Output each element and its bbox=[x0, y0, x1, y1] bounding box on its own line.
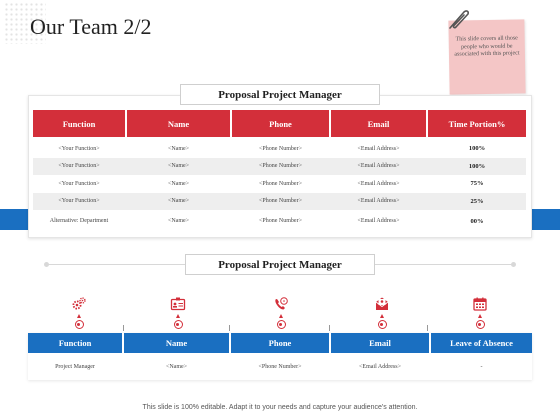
divider-dot-right bbox=[511, 262, 516, 267]
timeline-marker bbox=[475, 320, 485, 329]
timeline-marker bbox=[74, 320, 84, 329]
pointer-triangle bbox=[175, 314, 180, 318]
table-row: Project Manager <Name> <Phone Number> <E… bbox=[55, 363, 483, 370]
timeline-tick bbox=[229, 325, 230, 331]
section1-heading: Proposal Project Manager bbox=[180, 84, 380, 105]
table-row: <Your Function> <Name> <Phone Number> <E… bbox=[58, 180, 484, 188]
table-row: Alternative: Department <Name> <Phone Nu… bbox=[49, 217, 484, 225]
header-time-portion: Time Portion% bbox=[428, 110, 526, 137]
header-function: Function bbox=[28, 333, 122, 353]
pointer-triangle bbox=[76, 314, 81, 318]
header-email: Email bbox=[331, 110, 426, 137]
pointer-triangle bbox=[278, 314, 283, 318]
pointer-triangle bbox=[477, 314, 482, 318]
manager-table: Function Name Phone Email Leave of Absen… bbox=[28, 333, 532, 380]
sticky-note-text: This slide covers all those people who w… bbox=[454, 35, 520, 58]
gears-icon bbox=[72, 297, 86, 310]
timeline-marker bbox=[173, 320, 183, 329]
header-phone: Phone bbox=[231, 333, 329, 353]
phone-icon bbox=[275, 297, 288, 310]
table-row: <Your Function> <Name> <Phone Number> <E… bbox=[33, 192, 526, 210]
team-table-header: Function Name Phone Email Time Portion% bbox=[33, 110, 526, 137]
blue-accent-bar-left bbox=[0, 209, 30, 230]
page-title: Our Team 2/2 bbox=[30, 14, 152, 39]
header-function: Function bbox=[33, 110, 125, 137]
pointer-triangle bbox=[379, 314, 384, 318]
header-phone: Phone bbox=[232, 110, 329, 137]
timeline-tick bbox=[329, 325, 330, 331]
timeline-tick bbox=[427, 325, 428, 331]
header-email: Email bbox=[331, 333, 429, 353]
dot-pattern-decoration bbox=[4, 2, 46, 44]
section2-heading: Proposal Project Manager bbox=[185, 254, 375, 275]
header-leave-of-absence: Leave of Absence bbox=[431, 333, 532, 353]
paperclip-icon bbox=[449, 10, 469, 29]
timeline-tick bbox=[123, 325, 124, 331]
header-name: Name bbox=[127, 110, 230, 137]
timeline-marker bbox=[377, 320, 387, 329]
table-row: <Your Function> <Name> <Phone Number> <E… bbox=[58, 145, 486, 153]
divider-dot-left bbox=[44, 262, 49, 267]
blue-accent-bar-right bbox=[526, 209, 560, 230]
timeline-marker bbox=[276, 320, 286, 329]
footer-note: This slide is 100% editable. Adapt it to… bbox=[142, 404, 418, 411]
id-card-icon bbox=[170, 297, 186, 311]
manager-table-header: Function Name Phone Email Leave of Absen… bbox=[28, 333, 532, 353]
table-row: <Your Function> <Name> <Phone Number> <E… bbox=[33, 157, 526, 175]
calendar-icon bbox=[473, 297, 487, 311]
header-name: Name bbox=[124, 333, 229, 353]
email-icon bbox=[375, 297, 389, 310]
team-table: Function Name Phone Email Time Portion% … bbox=[33, 110, 526, 232]
